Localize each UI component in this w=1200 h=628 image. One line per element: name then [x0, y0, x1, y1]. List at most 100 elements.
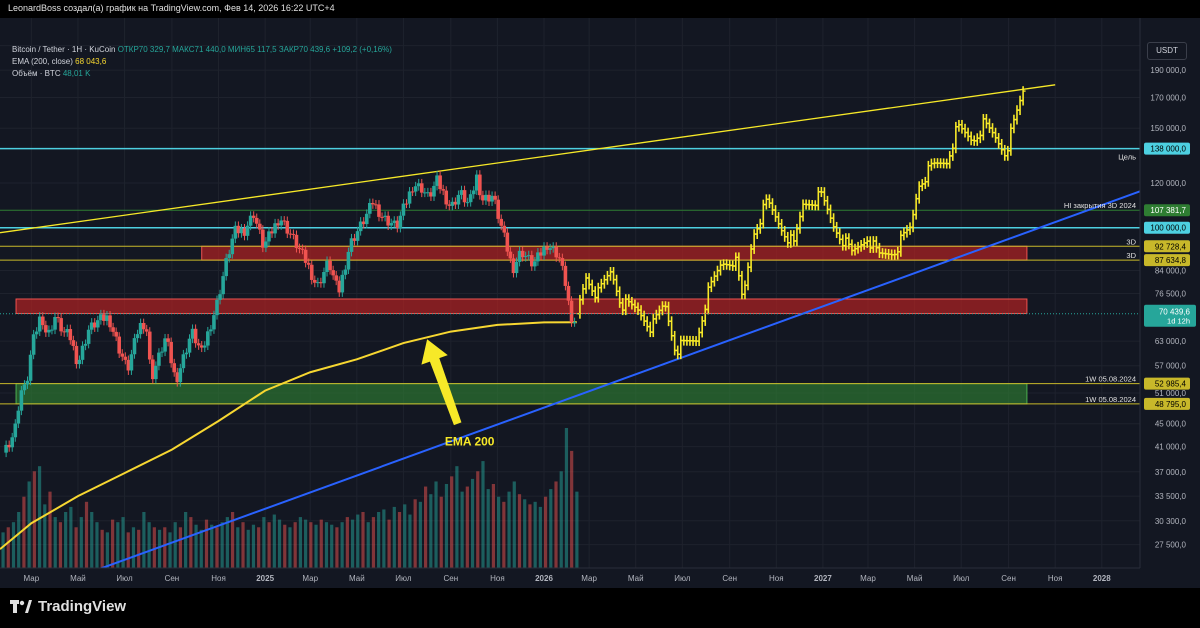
price-tag-label: 107 381,7 — [1150, 206, 1186, 215]
candle-body — [511, 258, 516, 274]
volume-bar — [543, 496, 548, 568]
candle-body — [181, 354, 186, 369]
ema-label[interactable]: EMA (200, close) — [12, 57, 73, 66]
price-chart[interactable]: EMA 200 Цель HI закрытия 3D 2024 3D 3D 1W 05.… — [0, 18, 1200, 588]
volume-label[interactable]: Объём · BTC — [12, 69, 61, 78]
candle-body — [254, 217, 259, 224]
level-label: 3D — [1126, 251, 1136, 260]
candle-body — [261, 229, 265, 248]
volume-bar — [131, 527, 136, 568]
candle-body — [160, 351, 164, 353]
candle-body — [10, 437, 15, 448]
volume-bar — [507, 491, 511, 568]
candle-body — [352, 238, 357, 241]
volume-bar — [48, 491, 52, 568]
time-tick-label: Май — [349, 574, 365, 583]
candle-body — [551, 246, 555, 249]
volume-bar — [157, 529, 162, 568]
candle-body — [117, 336, 121, 354]
volume-bar — [377, 512, 381, 568]
volume-bar — [324, 522, 329, 568]
time-tick-label: Июл — [395, 574, 412, 583]
volume-bar — [335, 527, 339, 568]
candle-body — [474, 174, 479, 191]
candle-body — [502, 225, 507, 233]
price-tag — [1144, 221, 1190, 234]
candle-body — [364, 213, 369, 225]
volume-bar — [523, 499, 527, 568]
candle-body — [236, 225, 241, 234]
volume-bar — [111, 519, 115, 568]
tradingview-logo[interactable]: TradingView — [10, 598, 126, 615]
candle-body — [487, 194, 491, 202]
volume-bar — [1, 532, 5, 568]
volume-bar — [486, 489, 490, 568]
candle-body — [22, 384, 27, 391]
candle-body — [56, 317, 60, 319]
candle-body — [65, 329, 70, 333]
currency-button[interactable]: USDT — [1147, 42, 1187, 60]
volume-bar — [350, 519, 355, 568]
candle-body — [303, 249, 308, 263]
candle-body — [105, 315, 109, 321]
candle-body — [297, 247, 302, 249]
price-tick-label: 45 000,0 — [1155, 420, 1187, 429]
candle-body — [199, 345, 204, 348]
volume-bar — [43, 504, 47, 568]
ema-200-arrow — [421, 339, 462, 426]
price-tick-label: 76 500,0 — [1155, 289, 1187, 298]
candle-body — [380, 216, 384, 218]
chart-area[interactable]: EMA 200 Цель HI закрытия 3D 2024 3D 3D 1W 05.… — [0, 18, 1200, 588]
candle-body — [59, 318, 63, 332]
candle-body — [398, 215, 403, 228]
candle-body — [505, 232, 510, 252]
current-price-label: 70 439,6 — [1159, 308, 1191, 317]
volume-bar — [298, 517, 302, 568]
candle-body — [288, 233, 293, 235]
time-tick-label: Мар — [860, 574, 876, 583]
volume-bar — [392, 506, 396, 568]
candle-body — [132, 338, 137, 355]
volume-bar — [497, 496, 501, 568]
volume-bar — [476, 471, 480, 568]
volume-value: 48,01 K — [62, 69, 91, 78]
candle-body — [212, 315, 216, 330]
attribution-bar: LeonardBoss создал(а) график на TradingV… — [0, 0, 1200, 18]
time-tick-label: Мар — [302, 574, 318, 583]
volume-bar — [460, 491, 464, 568]
candle-body — [108, 315, 112, 328]
volume-bar — [444, 484, 449, 568]
candle-body — [560, 258, 565, 266]
candle-body — [31, 334, 36, 355]
time-tick-label: Сен — [1001, 574, 1016, 583]
candle-body — [441, 189, 445, 191]
candle-body — [141, 322, 146, 330]
candle-body — [4, 444, 8, 453]
candle-body — [554, 246, 559, 258]
volume-bar — [267, 522, 271, 568]
candle-body — [322, 272, 326, 284]
candle-body — [548, 248, 552, 250]
volume-bar — [293, 522, 297, 568]
price-tag-label: 100 000,0 — [1150, 224, 1186, 233]
symbol-name[interactable]: Bitcoin / Tether · 1H · KuCoin — [12, 45, 116, 54]
candle-body — [410, 191, 415, 193]
price-tag — [1144, 240, 1190, 253]
candle-body — [349, 238, 354, 252]
candle-body — [221, 276, 225, 295]
price-tag — [1144, 254, 1190, 267]
volume-bar — [137, 529, 141, 568]
candle-body — [123, 356, 128, 360]
candle-body — [242, 228, 247, 236]
candle-body — [462, 190, 467, 203]
price-tick-label: 30 300,0 — [1155, 517, 1187, 526]
candle-body — [453, 201, 458, 205]
candle-body — [273, 223, 277, 234]
time-tick-label: Ноя — [769, 574, 784, 583]
volume-bar — [257, 527, 261, 568]
candle-body — [334, 275, 338, 281]
trendline-lower-support — [43, 190, 1141, 588]
volume-bar — [168, 532, 172, 568]
candle-body — [450, 201, 455, 206]
volume-bar — [37, 466, 42, 568]
